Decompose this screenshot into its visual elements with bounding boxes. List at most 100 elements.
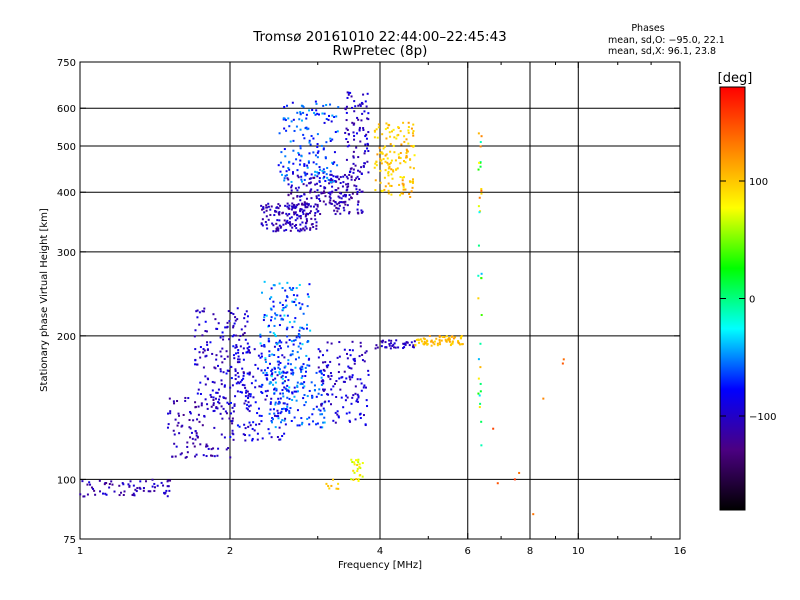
chart-subtitle: RwPretec (8p)	[333, 43, 428, 59]
data-point	[203, 349, 206, 352]
data-point	[478, 196, 481, 199]
data-point	[383, 145, 386, 148]
data-point	[345, 111, 348, 114]
data-point	[388, 163, 391, 166]
data-point	[226, 355, 229, 358]
data-point	[316, 143, 319, 146]
data-point	[285, 389, 288, 392]
data-point	[392, 170, 395, 173]
data-point	[327, 191, 330, 194]
data-point	[260, 385, 263, 388]
data-point	[319, 184, 322, 187]
data-point	[352, 156, 355, 159]
data-point	[314, 211, 317, 214]
data-point	[346, 396, 349, 399]
data-point	[331, 185, 334, 188]
data-point	[477, 168, 480, 171]
data-point	[263, 343, 266, 346]
data-point	[311, 395, 314, 398]
data-point	[280, 421, 283, 424]
data-point	[445, 340, 448, 343]
data-point	[351, 121, 354, 124]
data-point	[306, 166, 309, 169]
data-point	[199, 392, 202, 395]
data-point	[304, 204, 307, 207]
data-point	[329, 372, 332, 375]
data-point	[277, 228, 280, 231]
data-point	[271, 222, 274, 225]
data-point	[417, 338, 420, 341]
data-point	[356, 116, 359, 119]
data-point	[480, 314, 483, 317]
data-point	[242, 433, 245, 436]
data-point	[179, 453, 182, 456]
data-point	[477, 205, 480, 208]
data-point	[289, 363, 292, 366]
data-point	[260, 352, 263, 355]
data-point	[265, 223, 268, 226]
data-point	[444, 338, 447, 341]
data-point	[360, 389, 363, 392]
data-point	[352, 469, 355, 472]
data-point	[299, 368, 302, 371]
data-point	[206, 341, 209, 344]
data-point	[344, 203, 347, 206]
data-point	[186, 451, 189, 454]
data-point	[185, 455, 188, 458]
data-point	[408, 192, 411, 195]
data-point	[285, 174, 288, 177]
data-point	[270, 316, 273, 319]
data-point	[338, 355, 341, 358]
data-point	[260, 390, 263, 393]
data-point	[364, 135, 367, 138]
data-point	[339, 176, 342, 179]
data-point	[272, 230, 275, 233]
data-point	[288, 125, 291, 128]
data-point	[300, 423, 303, 426]
data-point	[287, 362, 290, 365]
data-point	[459, 337, 462, 340]
data-point	[301, 375, 304, 378]
x-tick-label: 8	[527, 546, 533, 557]
data-point	[400, 143, 403, 146]
data-point	[496, 482, 499, 485]
data-point	[299, 307, 302, 310]
data-point	[478, 161, 481, 164]
data-point	[480, 135, 483, 138]
data-point	[249, 424, 252, 427]
data-point	[334, 421, 337, 424]
data-point	[270, 205, 273, 208]
data-point	[348, 173, 351, 176]
data-point	[92, 487, 95, 490]
data-point	[317, 408, 320, 411]
data-point	[330, 120, 333, 123]
data-point	[415, 338, 418, 341]
data-point	[386, 126, 389, 129]
data-point	[384, 128, 387, 131]
data-point	[283, 386, 286, 389]
data-point	[176, 424, 179, 427]
data-point	[171, 455, 174, 458]
data-point	[480, 192, 483, 195]
data-point	[336, 210, 339, 213]
data-point	[238, 361, 241, 364]
data-point	[390, 184, 393, 187]
data-point	[245, 389, 248, 392]
data-point	[261, 218, 264, 221]
data-point	[448, 338, 451, 341]
data-point	[285, 371, 288, 374]
data-point	[212, 410, 215, 413]
data-point	[214, 318, 217, 321]
data-point	[173, 442, 176, 445]
data-point	[346, 96, 349, 99]
data-point	[401, 179, 404, 182]
data-point	[313, 389, 316, 392]
data-point	[326, 366, 329, 369]
data-point	[320, 380, 323, 383]
data-point	[263, 313, 266, 316]
data-point	[295, 227, 298, 230]
data-point	[306, 128, 309, 131]
data-point	[184, 399, 187, 402]
data-point	[345, 412, 348, 415]
data-point	[223, 385, 226, 388]
